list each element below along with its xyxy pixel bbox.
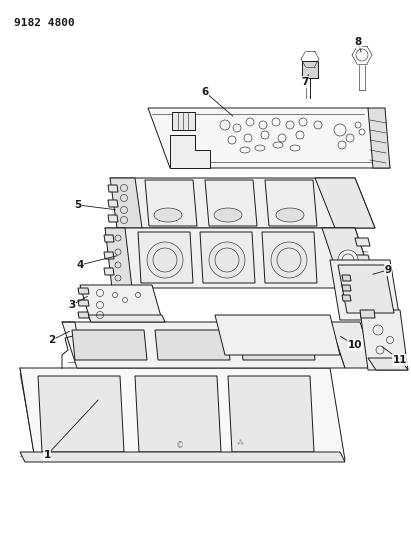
Polygon shape	[20, 368, 345, 460]
Polygon shape	[368, 108, 390, 168]
Text: ⁂: ⁂	[237, 440, 243, 446]
Polygon shape	[302, 61, 318, 78]
Polygon shape	[342, 295, 351, 301]
Circle shape	[271, 242, 307, 278]
Polygon shape	[355, 255, 370, 263]
Text: 9: 9	[384, 265, 392, 275]
Circle shape	[209, 242, 245, 278]
Polygon shape	[104, 268, 114, 275]
Polygon shape	[228, 376, 314, 452]
Polygon shape	[240, 330, 315, 360]
Polygon shape	[265, 180, 317, 226]
Ellipse shape	[154, 208, 182, 222]
Polygon shape	[368, 358, 408, 370]
Polygon shape	[330, 260, 400, 320]
Circle shape	[338, 250, 358, 270]
Polygon shape	[322, 228, 375, 288]
Polygon shape	[148, 108, 390, 168]
Polygon shape	[104, 235, 114, 242]
Polygon shape	[330, 322, 375, 368]
Polygon shape	[38, 376, 124, 452]
Polygon shape	[80, 285, 162, 320]
Polygon shape	[105, 228, 375, 288]
Polygon shape	[78, 312, 89, 318]
Polygon shape	[88, 315, 165, 322]
Polygon shape	[110, 178, 142, 228]
Polygon shape	[105, 228, 132, 288]
Polygon shape	[172, 112, 195, 130]
Polygon shape	[78, 300, 89, 306]
Polygon shape	[355, 238, 370, 246]
Polygon shape	[205, 180, 257, 226]
Polygon shape	[145, 180, 197, 226]
Polygon shape	[338, 265, 394, 313]
Polygon shape	[360, 310, 408, 370]
Text: 7: 7	[301, 77, 309, 87]
Polygon shape	[20, 452, 345, 462]
Circle shape	[147, 242, 183, 278]
Polygon shape	[262, 232, 317, 283]
Polygon shape	[62, 322, 345, 368]
Text: 2: 2	[48, 335, 55, 345]
Text: 1: 1	[44, 450, 51, 460]
Text: 11: 11	[393, 355, 407, 365]
Polygon shape	[355, 272, 370, 280]
Polygon shape	[108, 200, 118, 207]
Ellipse shape	[276, 208, 304, 222]
Polygon shape	[138, 232, 193, 283]
Polygon shape	[72, 330, 147, 360]
Polygon shape	[360, 310, 375, 318]
Polygon shape	[110, 178, 375, 228]
Polygon shape	[108, 185, 118, 192]
Polygon shape	[155, 330, 230, 360]
Polygon shape	[315, 178, 375, 228]
Polygon shape	[342, 275, 351, 281]
Polygon shape	[135, 376, 221, 452]
Text: 8: 8	[354, 37, 362, 47]
Text: 9182 4800: 9182 4800	[14, 18, 75, 28]
Polygon shape	[78, 288, 89, 294]
Text: 3: 3	[68, 300, 76, 310]
Polygon shape	[342, 285, 351, 291]
Text: 5: 5	[74, 200, 82, 210]
Text: ©: ©	[176, 441, 184, 450]
Polygon shape	[200, 232, 255, 283]
Text: 10: 10	[348, 340, 362, 350]
Polygon shape	[170, 135, 210, 168]
Ellipse shape	[214, 208, 242, 222]
Polygon shape	[108, 215, 118, 222]
Text: 6: 6	[201, 87, 209, 97]
Text: 4: 4	[76, 260, 84, 270]
Polygon shape	[215, 315, 340, 355]
Polygon shape	[104, 252, 114, 259]
